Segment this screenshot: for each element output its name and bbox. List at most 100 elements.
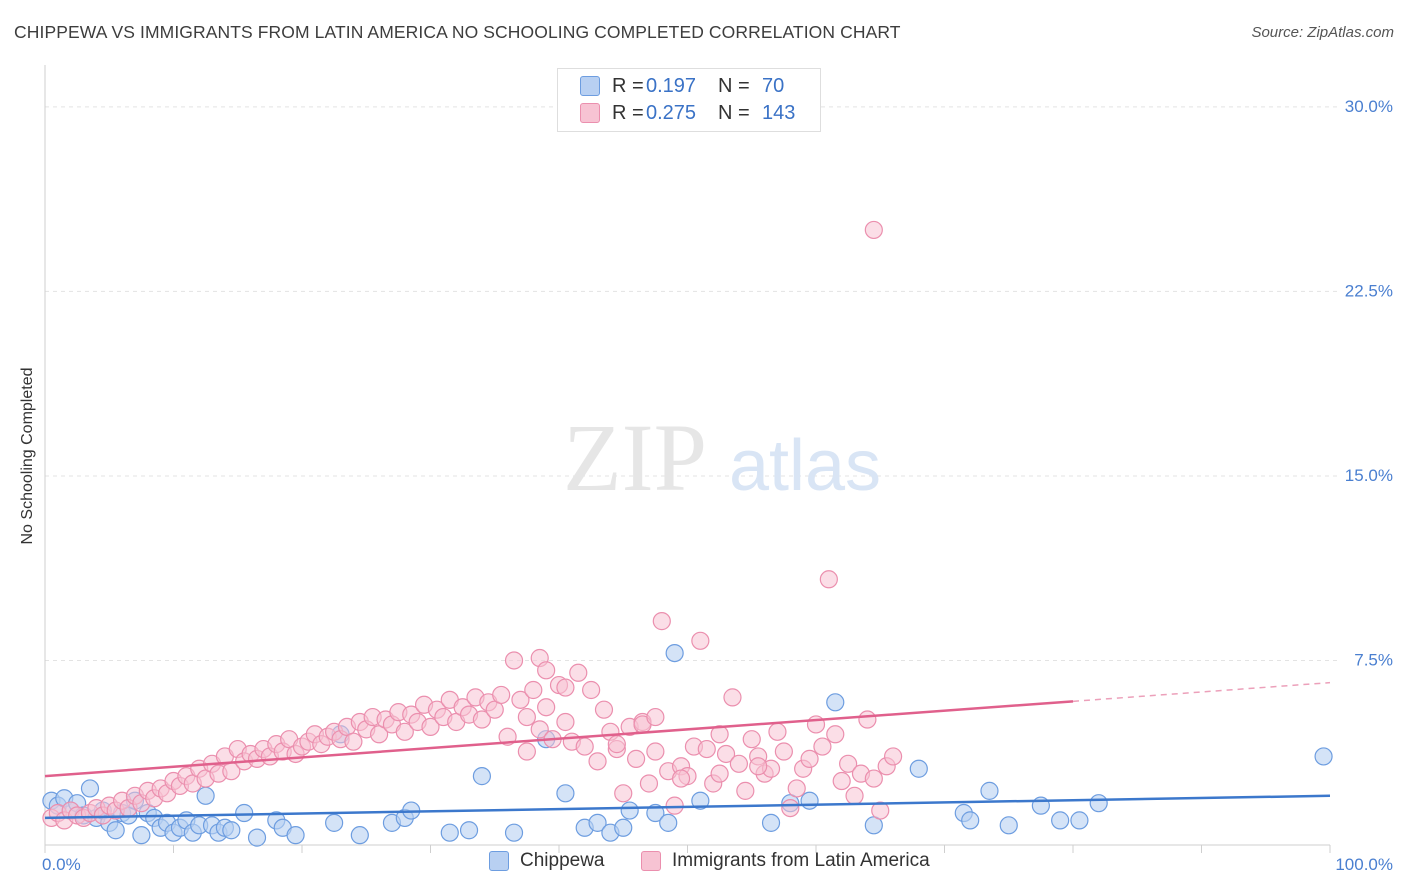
immigrants-point (768, 722, 787, 741)
immigrants-point (723, 688, 742, 707)
chippewa-point (440, 823, 459, 842)
immigrants-point (864, 769, 883, 788)
immigrants-point (524, 680, 543, 700)
immigrants-point (736, 781, 755, 800)
legend-swatch-immigrants (641, 851, 661, 871)
chippewa-point (620, 801, 639, 820)
immigrants-point (607, 735, 626, 754)
chippewa-point (325, 813, 344, 832)
immigrants-point (472, 710, 491, 729)
chippewa-point (1070, 811, 1089, 830)
chippewa-point (761, 813, 781, 832)
chippewa-point (222, 821, 241, 840)
immigrants-point (626, 749, 646, 768)
immigrants-point (697, 739, 716, 759)
immigrants-point (421, 717, 440, 737)
y-tick-label: 22.5% (1345, 281, 1393, 300)
chippewa-point (106, 821, 125, 840)
immigrants-point (858, 710, 877, 729)
immigrants-point (716, 744, 736, 764)
immigrants-point (614, 784, 633, 803)
chippewa-point (1314, 747, 1333, 766)
r-value: 0.275 (646, 101, 697, 124)
n-value: 70 (762, 74, 785, 97)
chippewa-point (980, 781, 999, 800)
chippewa-point (999, 816, 1018, 835)
chippewa-point (800, 791, 819, 810)
chippewa-point (235, 803, 254, 823)
immigrants-point (556, 678, 575, 697)
r-label: R = (612, 101, 644, 124)
immigrants-point (537, 698, 556, 717)
watermark: ZIP atlas (563, 404, 881, 511)
legend-swatch-chippewa (489, 851, 509, 871)
legend-label-immigrants: Immigrants from Latin America (672, 850, 930, 871)
immigrants-point (871, 801, 890, 820)
immigrants-point (864, 220, 883, 240)
chippewa-point (646, 803, 665, 823)
chippewa-point (691, 791, 710, 810)
y-tick-label: 30.0% (1345, 97, 1393, 116)
immigrants-point (665, 796, 684, 815)
chippewa-point (665, 643, 684, 663)
legend-label-chippewa: Chippewa (520, 850, 605, 871)
chippewa-point (472, 767, 491, 786)
legend-item-chippewa: Chippewa (489, 850, 605, 872)
immigrants-point (710, 764, 729, 783)
chippewa-point (659, 813, 678, 832)
immigrants-point (800, 749, 819, 768)
n-label: N = (718, 74, 750, 97)
chippewa-point (909, 759, 928, 778)
immigrants-point (639, 774, 659, 793)
n-value: 143 (762, 101, 796, 124)
immigrants-point (395, 722, 414, 741)
chippewa-point (132, 826, 151, 845)
chippewa-point (1051, 811, 1070, 830)
r-label: R = (612, 74, 644, 97)
tick-labels: 7.5% 15.0% 22.5% 30.0% 0.0% 100.0% (42, 97, 1393, 874)
immigrants-point (774, 742, 793, 761)
x-tick-label: 0.0% (42, 855, 81, 874)
legend-row-chippewa: R = 0.197 N = 70 (580, 73, 784, 99)
chippewa-point (286, 826, 305, 845)
immigrants-point (511, 690, 530, 709)
chippewa-point (614, 818, 633, 837)
immigrants-point (781, 798, 800, 818)
immigrants-point (826, 725, 845, 744)
immigrants-point (556, 712, 575, 732)
y-tick-label: 7.5% (1354, 650, 1393, 669)
x-tick-label: 100.0% (1335, 855, 1393, 874)
immigrants-point (883, 747, 903, 766)
immigrants-point (537, 661, 556, 680)
immigrants-point (742, 730, 761, 749)
r-value: 0.197 (646, 74, 697, 97)
chippewa-point (826, 693, 845, 712)
chippewa-point (1089, 794, 1108, 813)
n-label: N = (718, 101, 750, 124)
chippewa-trend-line (44, 794, 1331, 820)
immigrants-point (530, 720, 549, 739)
watermark-zip: ZIP (563, 404, 707, 511)
immigrants-point (832, 771, 851, 791)
immigrants-point (517, 742, 536, 761)
chippewa-point (504, 823, 524, 842)
chippewa-point (247, 828, 267, 847)
immigrants-point (575, 737, 594, 756)
immigrants-point (652, 612, 671, 631)
immigrants-point (787, 779, 806, 798)
immigrants-point (813, 737, 832, 756)
chippewa-point (961, 811, 980, 830)
source-credit: Source: ZipAtlas.com (1251, 24, 1394, 41)
immigrants-point (819, 570, 838, 589)
chippewa-point (556, 784, 575, 803)
immigrants-point (845, 786, 864, 805)
legend-row-immigrants: R = 0.275 N = 143 (580, 100, 795, 126)
series-legend: Chippewa Immigrants from Latin America (0, 850, 1406, 878)
watermark-atlas: atlas (729, 426, 881, 506)
immigrants-point (691, 631, 710, 650)
immigrants-point (646, 707, 665, 727)
immigrants-trend-extension (1072, 681, 1331, 703)
immigrants-point (517, 707, 536, 727)
correlation-legend: R = 0.197 N = 70 R = 0.275 N = 143 (557, 68, 821, 132)
